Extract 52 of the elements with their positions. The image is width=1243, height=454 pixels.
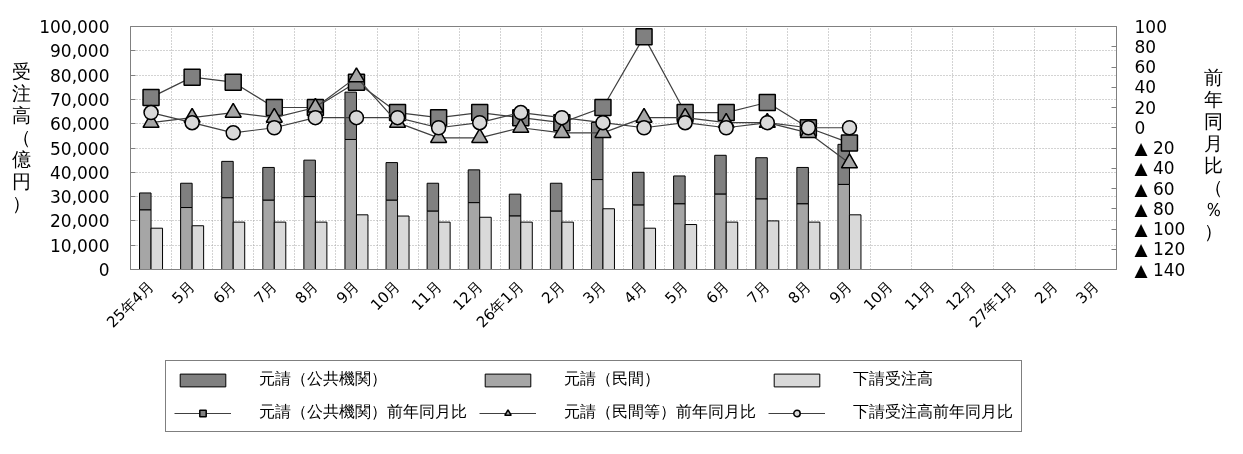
- x-tick-label: 9月: [825, 277, 856, 308]
- y-tick-label: 40,000: [50, 162, 110, 183]
- y2-tick-label: 0: [1134, 117, 1146, 138]
- x-tick-label: 8月: [784, 277, 815, 308]
- y-tick-label: 50,000: [50, 138, 110, 159]
- legend-label: 元請（民間等）前年同月比: [564, 402, 756, 423]
- y2-tick-label: ▲ 40: [1134, 158, 1175, 179]
- y2-tick-label: 100: [1134, 16, 1167, 37]
- y2-tick-label: 80: [1134, 36, 1157, 57]
- y2-tick-label: ▲ 20: [1134, 138, 1175, 158]
- x-tick-label: 5月: [661, 277, 692, 308]
- x-tick-label: 3月: [579, 277, 610, 308]
- legend-label: 元請（民間）: [564, 369, 660, 390]
- y2-tick-label: ▲ 60: [1134, 178, 1175, 199]
- y2-axis-title: 前年同月比（％）: [1203, 65, 1224, 242]
- x-tick-label: 6月: [702, 277, 733, 308]
- y2-tick-label: 20: [1134, 97, 1157, 118]
- y-tick-label: 80,000: [50, 65, 110, 86]
- x-tick-label: 8月: [291, 277, 322, 308]
- legend-label: 元請（公共機関）: [259, 369, 387, 390]
- y-tick-label: 60,000: [50, 114, 110, 135]
- legend-label: 下請受注高前年同月比: [853, 402, 1013, 423]
- x-tick-label: 10月: [367, 277, 404, 314]
- y2-tick-label: ▲ 140: [1134, 259, 1186, 280]
- x-tick-label: 2月: [538, 277, 569, 308]
- y-tick-label: 0: [98, 260, 110, 280]
- y2-tick-label: ▲ 80: [1134, 198, 1175, 219]
- y-tick-label: 20,000: [50, 211, 110, 232]
- x-tick-label: 10月: [860, 277, 897, 314]
- x-tick-label: 11月: [901, 277, 938, 314]
- y-tick-label: 90,000: [50, 41, 110, 62]
- x-tick-label: 11月: [408, 277, 445, 314]
- y-tick-label: 100,000: [39, 17, 110, 37]
- legend-label: 元請（公共機関）前年同月比: [259, 402, 467, 423]
- x-tick-label: 25年4月: [103, 277, 158, 332]
- y-tick-label: 70,000: [50, 89, 110, 110]
- y2-tick-label: ▲ 100: [1134, 219, 1186, 239]
- legend-label: 下請受注高: [853, 369, 933, 390]
- x-tick-label: 2月: [1031, 277, 1062, 308]
- x-tick-label: 5月: [168, 277, 199, 308]
- x-tick-label: 7月: [250, 277, 281, 308]
- x-tick-label: 4月: [620, 277, 651, 308]
- x-tick-label: 7月: [743, 277, 774, 308]
- y2-tick-label: ▲ 120: [1134, 239, 1186, 260]
- y2-tick-label: 60: [1134, 57, 1157, 77]
- y-tick-label: 10,000: [50, 235, 110, 256]
- x-tick-label: 6月: [209, 277, 240, 308]
- y-tick-label: 30,000: [50, 187, 110, 208]
- y-axis-title: 受注高（億円）: [11, 59, 31, 214]
- x-tick-label: 3月: [1072, 277, 1103, 308]
- x-tick-label: 9月: [332, 277, 363, 308]
- y2-tick-label: 40: [1134, 77, 1157, 98]
